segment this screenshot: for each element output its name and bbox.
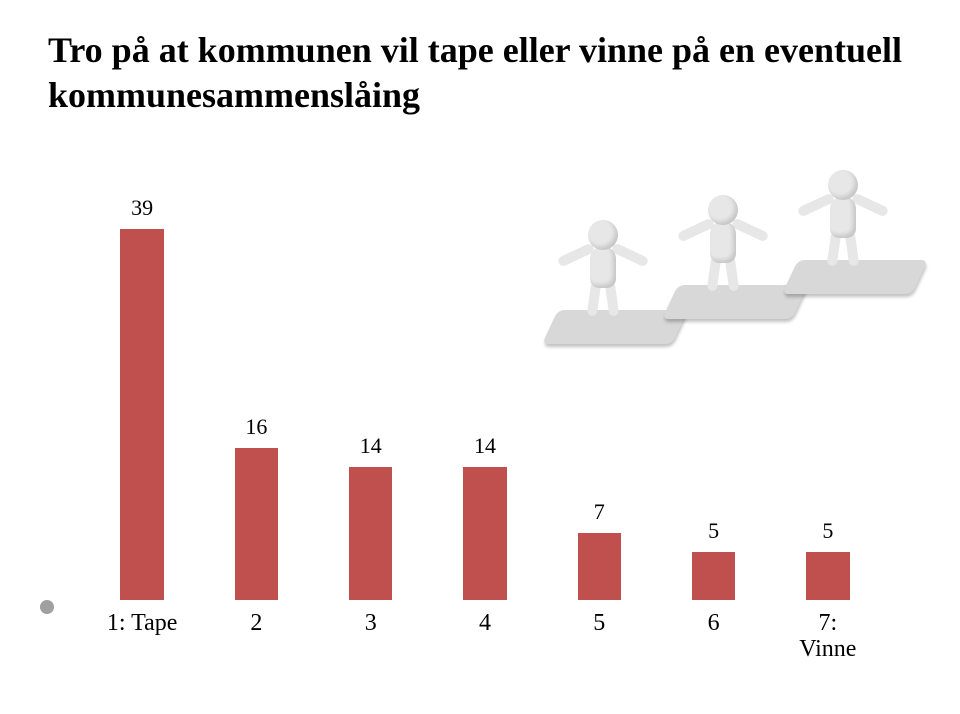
bar bbox=[235, 448, 278, 600]
bar-category-label: 6 bbox=[708, 610, 720, 636]
chart-title: Tro på at kommunen vil tape eller vinne … bbox=[48, 28, 912, 118]
bar bbox=[349, 467, 392, 600]
bar-chart: 391: Tape162143144755657: Vinne bbox=[85, 200, 885, 660]
bar-category-label: 3 bbox=[365, 610, 377, 636]
bar-category-label: 5 bbox=[593, 610, 605, 636]
bar-value-label: 14 bbox=[474, 433, 496, 459]
bar-value-label: 39 bbox=[131, 195, 153, 221]
bar bbox=[806, 552, 849, 600]
bar-chart-plot: 391: Tape162143144755657: Vinne bbox=[85, 200, 885, 600]
bar-value-label: 5 bbox=[708, 518, 719, 544]
bar-category-label: 4 bbox=[479, 610, 491, 636]
bar bbox=[692, 552, 735, 600]
bar-value-label: 7 bbox=[594, 499, 605, 525]
bar-value-label: 16 bbox=[245, 414, 267, 440]
bar-value-label: 14 bbox=[360, 433, 382, 459]
bullet-decoration bbox=[40, 600, 54, 614]
bar-category-label: 1: Tape bbox=[107, 610, 178, 636]
bar-category-label: 7: Vinne bbox=[799, 610, 856, 663]
bar bbox=[463, 467, 506, 600]
bar bbox=[120, 229, 163, 600]
bar bbox=[578, 533, 621, 600]
bar-category-label: 2 bbox=[250, 610, 262, 636]
bar-value-label: 5 bbox=[822, 518, 833, 544]
